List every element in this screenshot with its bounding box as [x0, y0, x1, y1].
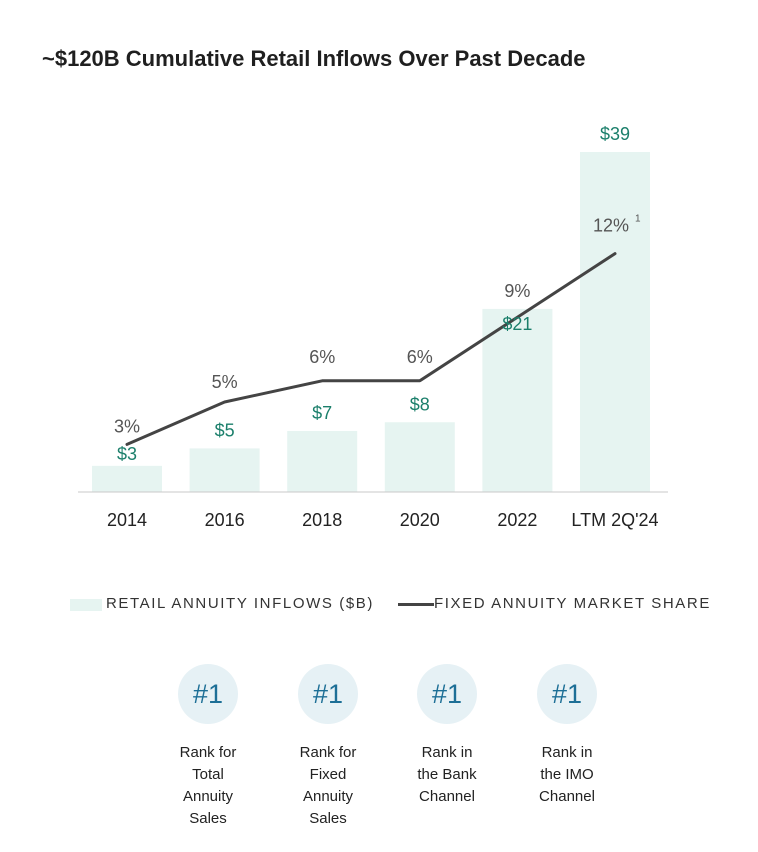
rank-circle: #1 [298, 664, 358, 724]
rank-description: Rank for Fixed Annuity Sales [299, 744, 357, 827]
bar [482, 308, 553, 492]
line-value-label: 6% [309, 347, 335, 367]
line-value-label: 5% [212, 372, 238, 392]
x-tick-label: 2014 [107, 510, 147, 530]
legend: RETAIL ANNUITY INFLOWS ($B) FIXED ANNUIT… [70, 594, 730, 616]
bar-value-label: $3 [117, 444, 137, 464]
rank-circle: #1 [417, 664, 477, 724]
x-tick-label: LTM 2Q'24 [571, 510, 658, 530]
market-share-line [125, 252, 617, 446]
x-tick-label: 2022 [497, 510, 537, 530]
bar-value-label: $5 [215, 420, 235, 440]
ranking-badge: #1 Rank in the IMO Channel [512, 664, 622, 808]
line-value-label: 12% [593, 216, 629, 236]
bar-value-label: $21 [502, 314, 532, 334]
ranking-badge: #1 Rank in the Bank Channel [392, 664, 502, 808]
chart-svg: $3 $5 $7 $8 $21 $39 3% 5% 6% 6% 9% 12% 1 2014 2016 2018… [78, 124, 668, 530]
legend-bar-swatch [70, 599, 102, 611]
x-tick-label: 2018 [302, 510, 342, 530]
x-tick-label: 2020 [400, 510, 440, 530]
chart-title: ~$120B Cumulative Retail Inflows Over Pa… [42, 46, 586, 71]
bar [384, 422, 455, 492]
bar [580, 152, 650, 492]
ranking-badge: #1 Rank for Total Annuity Sales [153, 664, 263, 830]
bar-value-label: $39 [600, 124, 630, 144]
x-tick-label: 2016 [205, 510, 245, 530]
bar [189, 448, 260, 492]
rank-circle: #1 [537, 664, 597, 724]
bar [287, 430, 358, 492]
ranking-badge: #1 Rank for Fixed Annuity Sales [273, 664, 383, 830]
line-value-label: 3% [114, 416, 140, 436]
rank-description: Rank for Total Annuity Sales [179, 744, 237, 827]
line-value-label: 9% [504, 281, 530, 301]
rank-description: Rank in the IMO Channel [539, 744, 595, 805]
legend-line-label: FIXED ANNUITY MARKET SHARE [434, 595, 711, 612]
rank-circle: #1 [178, 664, 238, 724]
rank-description: Rank in the Bank Channel [417, 744, 477, 805]
bar-value-label: $8 [410, 394, 430, 414]
bar [92, 465, 162, 492]
legend-bar-label: RETAIL ANNUITY INFLOWS ($B) [106, 595, 374, 612]
footnote-marker: 1 [635, 214, 641, 225]
bar-value-label: $7 [312, 403, 332, 423]
legend-line-swatch [398, 603, 434, 606]
line-value-label: 6% [407, 347, 433, 367]
